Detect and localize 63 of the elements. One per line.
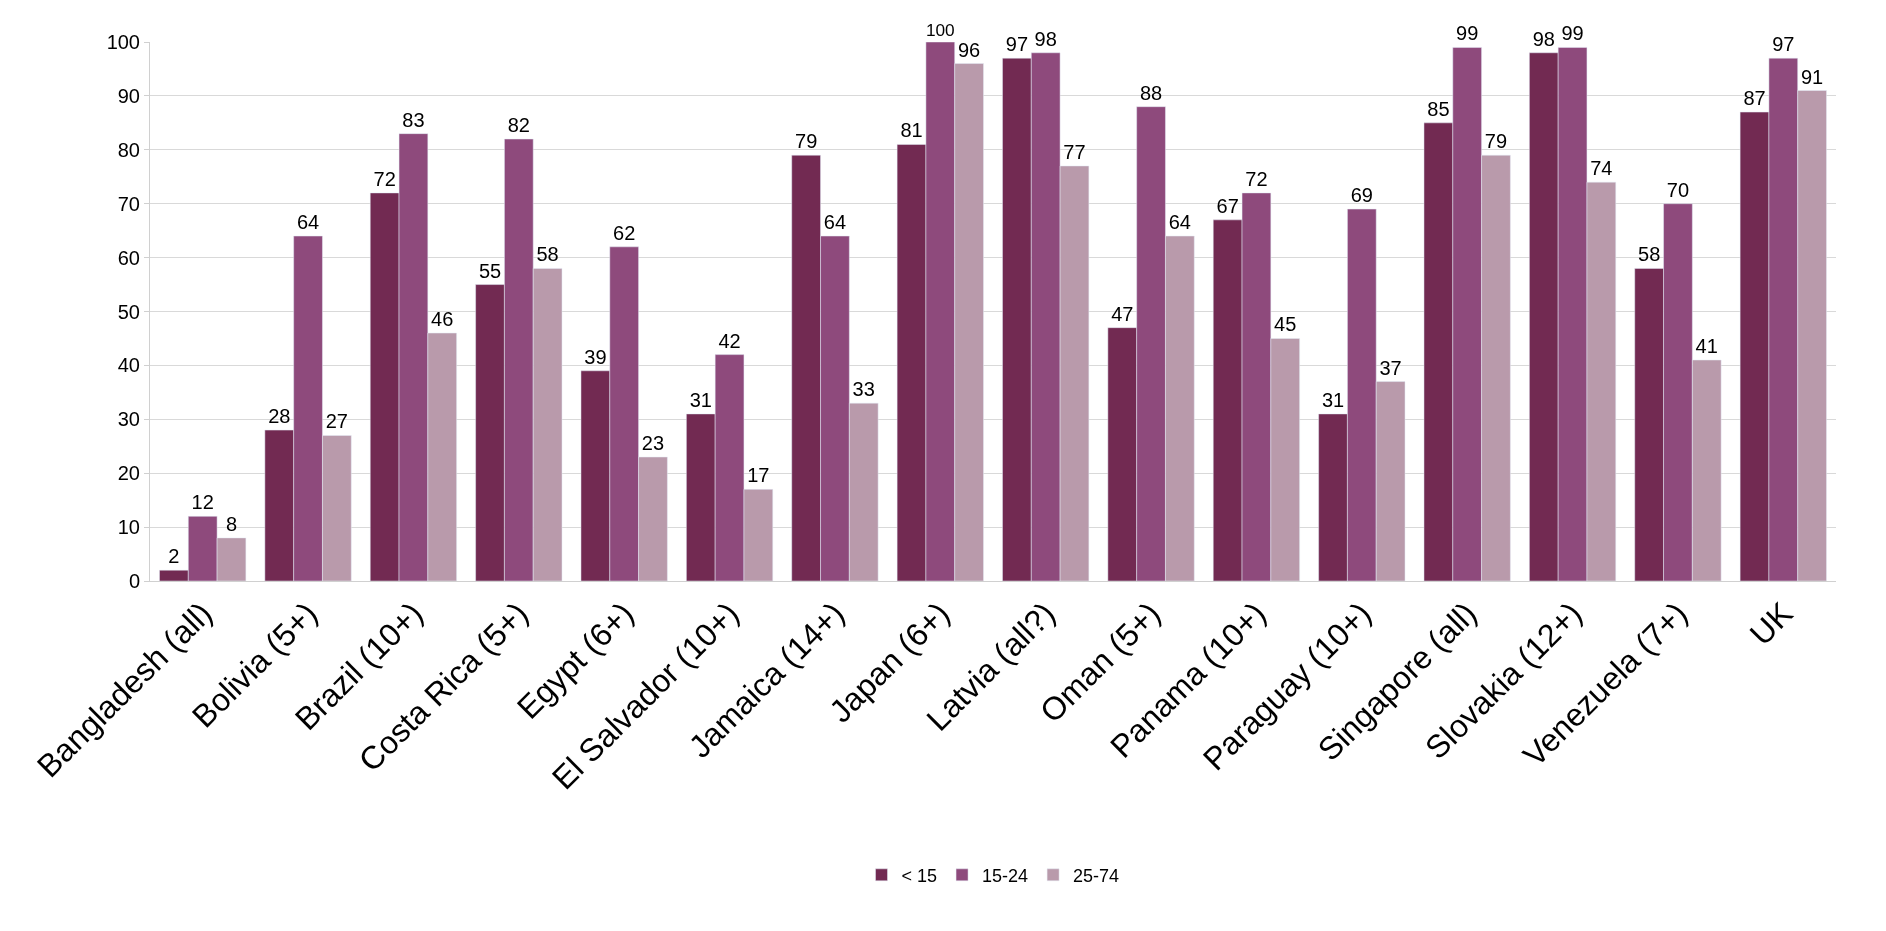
data-label: 97 (1005, 33, 1029, 56)
data-label: 72 (1245, 167, 1268, 190)
data-label: 39 (584, 345, 607, 368)
legend-label: < 15 (901, 865, 938, 886)
data-label: 100 (925, 19, 955, 40)
legend-label: 25-74 (1073, 865, 1120, 886)
y-tick-label: 70 (117, 192, 140, 215)
data-label: 58 (536, 243, 559, 266)
y-tick-label: 20 (117, 462, 140, 485)
data-label: 33 (852, 378, 875, 401)
data-label: 87 (1743, 87, 1766, 110)
data-label: 79 (795, 130, 818, 153)
y-tick-label: 0 (128, 570, 140, 592)
data-label: 88 (1139, 81, 1163, 104)
x-tick-label: UK (1742, 595, 1800, 653)
data-label: 64 (296, 211, 320, 234)
y-tick-label: 60 (117, 246, 140, 269)
data-label: 46 (431, 308, 454, 331)
data-label: 12 (191, 491, 214, 514)
data-label: 70 (1666, 178, 1690, 201)
y-tick-label: 100 (106, 31, 140, 53)
data-label: 96 (957, 38, 981, 61)
data-label: 45 (1274, 313, 1297, 336)
data-label: 81 (900, 119, 923, 142)
data-label: 72 (373, 167, 396, 190)
data-label: 98 (1532, 27, 1555, 50)
data-label: 74 (1590, 157, 1613, 180)
data-label: 42 (718, 329, 741, 352)
data-label: 91 (1800, 65, 1824, 88)
data-label: 55 (478, 259, 502, 282)
data-label: 23 (641, 432, 665, 455)
data-label: 31 (689, 388, 712, 411)
data-label: 31 (1321, 388, 1345, 411)
data-label: 62 (613, 221, 636, 244)
data-label: 47 (1111, 302, 1134, 325)
data-label: 99 (1456, 22, 1479, 45)
legend-label: 15-24 (982, 865, 1029, 886)
y-tick-label: 30 (117, 408, 140, 431)
data-label: 79 (1484, 130, 1508, 153)
data-label: 82 (507, 114, 530, 137)
data-label: 67 (1216, 194, 1239, 217)
data-label: 28 (268, 405, 291, 428)
y-tick-label: 40 (117, 354, 140, 377)
data-label: 2 (168, 545, 180, 568)
data-label: 69 (1350, 184, 1373, 207)
data-label: 8 (225, 512, 238, 535)
data-label: 98 (1034, 27, 1057, 50)
data-label: 41 (1695, 335, 1718, 358)
y-tick-label: 10 (117, 516, 140, 539)
data-label: 64 (1168, 211, 1191, 234)
data-label: 77 (1063, 140, 1086, 163)
y-tick-label: 80 (117, 138, 140, 161)
data-label: 97 (1772, 33, 1795, 56)
data-label: 58 (1638, 243, 1661, 266)
data-label: 27 (325, 410, 348, 433)
data-label: 83 (402, 108, 425, 131)
data-label: 17 (747, 464, 770, 487)
data-label: 37 (1379, 356, 1402, 379)
data-label: 64 (823, 211, 847, 234)
y-tick-label: 90 (117, 84, 140, 107)
data-label: 99 (1561, 22, 1584, 45)
data-label: 85 (1427, 97, 1450, 120)
y-tick-label: 50 (117, 300, 140, 323)
